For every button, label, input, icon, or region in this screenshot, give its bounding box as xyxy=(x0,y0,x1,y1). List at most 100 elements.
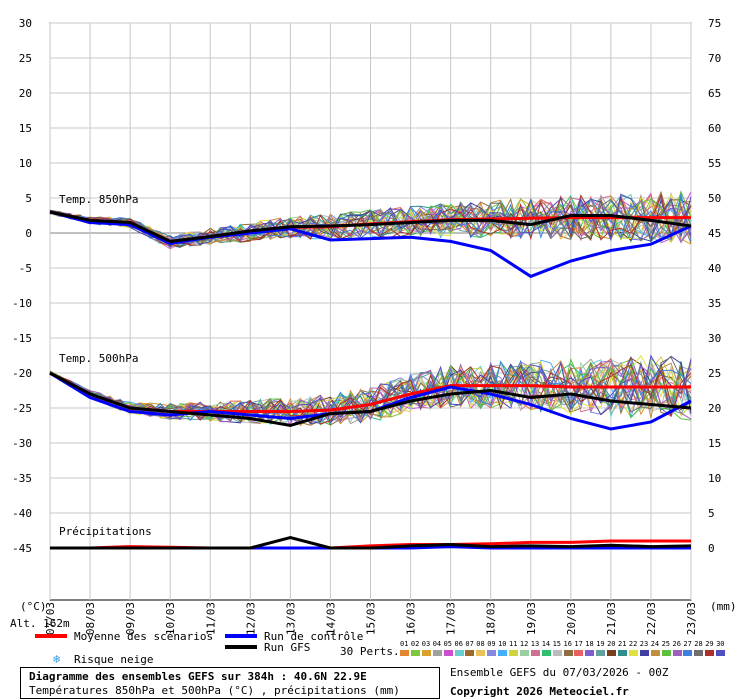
perturbation-id: 13 xyxy=(530,640,540,648)
perturbation-swatch xyxy=(618,650,627,656)
perturbation-id: 08 xyxy=(476,640,485,648)
perturbation-id: 05 xyxy=(443,640,453,648)
date-tick-label: 13/03 xyxy=(284,602,297,635)
left-tick-label: 5 xyxy=(25,192,32,205)
date-tick-label: 20/03 xyxy=(565,602,578,635)
date-tick-label: 16/03 xyxy=(405,602,418,635)
perturbation-swatch xyxy=(607,650,617,656)
panel-label-t500: Temp. 500hPa xyxy=(59,352,138,365)
date-tick-label: 18/03 xyxy=(485,602,498,635)
series-line-t850 xyxy=(49,210,692,243)
perturbation-swatch xyxy=(585,650,595,656)
footer-subtitle: Températures 850hPa et 500hPa (°C) , pré… xyxy=(29,684,400,697)
legend-mean-label: Moyenne des scénarios xyxy=(74,630,214,643)
panel-label-t850: Temp. 850hPa xyxy=(59,193,138,206)
perturbation-swatch xyxy=(519,650,529,656)
perturbation-id: 16 xyxy=(563,640,572,648)
date-tick-label: 23/03 xyxy=(685,602,698,635)
footer-title: Diagramme des ensembles GEFS sur 384h : … xyxy=(29,670,367,683)
legend-control-swatch xyxy=(225,634,257,638)
left-tick-label: -5 xyxy=(19,262,32,275)
perturbation-swatch xyxy=(421,650,431,656)
left-tick-label: 15 xyxy=(19,122,32,135)
altitude-label: Alt. 162m xyxy=(10,617,70,630)
date-tick-label: 22/03 xyxy=(645,602,658,635)
perturbation-swatch xyxy=(683,650,693,656)
right-tick-label: 50 xyxy=(708,192,721,205)
run-info: Ensemble GEFS du 07/03/2026 - 00Z xyxy=(450,666,669,679)
left-tick-label: -40 xyxy=(12,507,32,520)
legend-snow-label: Risque neige xyxy=(74,653,154,666)
perturbation-line xyxy=(49,194,692,249)
perturbation-line xyxy=(49,193,692,247)
right-tick-label: 30 xyxy=(708,332,721,345)
perturbation-id: 29 xyxy=(705,640,714,648)
perturbation-id: 22 xyxy=(628,640,638,648)
date-tick-label: 07/03 xyxy=(44,602,57,635)
left-tick-label: 10 xyxy=(19,157,32,170)
left-tick-label: 30 xyxy=(19,17,32,30)
right-tick-label: 20 xyxy=(708,402,721,415)
perturbation-id: 20 xyxy=(607,640,616,648)
left-tick-label: 20 xyxy=(19,87,32,100)
perturbation-swatch xyxy=(661,650,671,656)
left-tick-label: 25 xyxy=(19,52,32,65)
date-tick-label: 21/03 xyxy=(605,602,618,635)
perturbation-id: 14 xyxy=(541,640,551,648)
perturbation-swatch xyxy=(596,650,606,656)
perturbation-swatch xyxy=(716,650,726,656)
perturbation-id: 17 xyxy=(574,640,583,648)
series-line-t500 xyxy=(49,371,692,428)
right-tick-label: 45 xyxy=(708,227,721,240)
perturbation-id: 19 xyxy=(596,640,605,648)
legend-control-label: Run de contrôle xyxy=(264,630,364,643)
perturbation-id: 27 xyxy=(683,640,692,648)
perturbation-id: 09 xyxy=(487,640,496,648)
perturbation-id: 02 xyxy=(410,640,420,648)
perturbation-id: 25 xyxy=(661,640,671,648)
left-tick-label: -25 xyxy=(12,402,32,415)
left-tick-label: -10 xyxy=(12,297,32,310)
perturbation-id: 15 xyxy=(552,640,562,648)
right-tick-label: 10 xyxy=(708,472,721,485)
perturbation-swatch xyxy=(563,650,573,656)
right-tick-label: 75 xyxy=(708,17,721,30)
perturbation-id: 01 xyxy=(400,640,409,648)
date-tick-label: 19/03 xyxy=(525,602,538,635)
date-tick-label: 08/03 xyxy=(84,602,97,635)
legend-gfs-label: Run GFS xyxy=(264,641,311,654)
perturbation-swatch xyxy=(432,650,442,656)
left-tick-label: -15 xyxy=(12,332,32,345)
left-tick-label: 0 xyxy=(25,227,32,240)
perturbation-id: 12 xyxy=(519,640,529,648)
perturbation-swatch xyxy=(454,650,464,656)
perturbation-id: 11 xyxy=(509,640,518,648)
right-axis-unit: (mm) xyxy=(710,600,737,613)
perturbation-swatch xyxy=(639,650,649,656)
perturbation-id: 04 xyxy=(432,640,442,648)
perturbation-swatch xyxy=(672,650,682,656)
legend-mean-swatch xyxy=(35,634,67,638)
perturbation-id: 21 xyxy=(618,640,627,648)
perturbation-id: 26 xyxy=(672,640,681,648)
perturbation-id: 07 xyxy=(465,640,474,648)
left-tick-label: -35 xyxy=(12,472,32,485)
date-tick-label: 17/03 xyxy=(445,602,458,635)
right-tick-label: 5 xyxy=(708,507,715,520)
perturbation-id: 28 xyxy=(694,640,703,648)
right-tick-label: 35 xyxy=(708,297,721,310)
copyright: Copyright 2026 Meteociel.fr xyxy=(450,685,629,698)
date-tick-label: 11/03 xyxy=(204,602,217,635)
right-tick-label: 70 xyxy=(708,52,721,65)
perturbation-id: 03 xyxy=(421,640,431,648)
perturbations-label: 30 Perts. xyxy=(340,645,400,658)
date-tick-label: 10/03 xyxy=(164,602,177,635)
perturbation-swatch xyxy=(487,650,497,656)
perturbation-id: 23 xyxy=(639,640,649,648)
perturbation-swatch xyxy=(541,650,551,656)
right-tick-label: 40 xyxy=(708,262,721,275)
perturbation-swatch xyxy=(498,650,508,656)
left-tick-label: -45 xyxy=(12,542,32,555)
series-line-precip xyxy=(50,535,692,550)
date-tick-label: 12/03 xyxy=(244,602,257,635)
